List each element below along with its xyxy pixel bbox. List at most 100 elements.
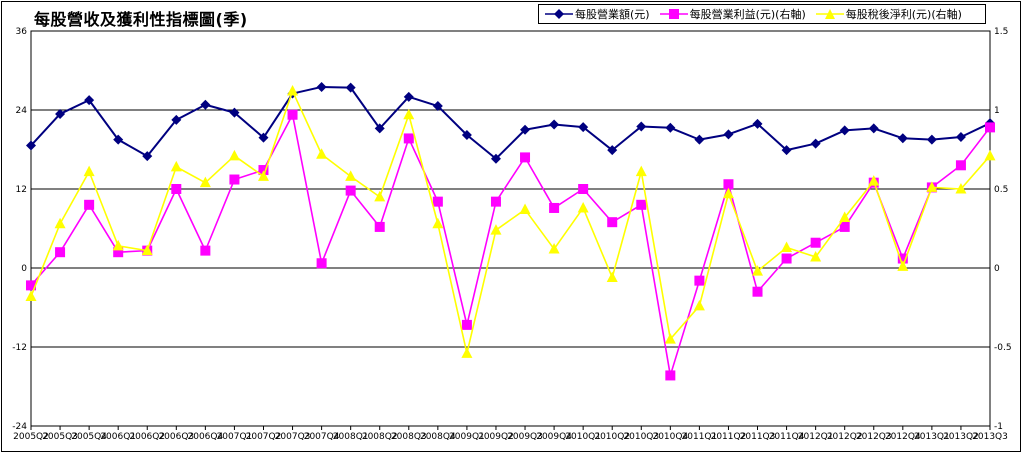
chart-title: 每股營收及獲利性指標圖(季)	[34, 10, 248, 29]
x-tick-label: 2006Q4	[188, 432, 224, 442]
legend-item-net-income: 每股稅後淨利(元)(右軸)	[815, 5, 962, 23]
data-point-diamond	[810, 138, 821, 149]
y-left-tick-label: 36	[16, 27, 28, 37]
data-point-square	[752, 286, 763, 297]
data-point-triangle	[170, 160, 182, 172]
data-point-square	[694, 275, 705, 286]
legend-marker-triangle	[815, 9, 844, 19]
data-point-square	[403, 133, 414, 144]
data-point-triangle	[199, 176, 211, 188]
data-point-square	[287, 109, 298, 120]
x-tick-label: 2010Q3	[623, 432, 659, 442]
legend-item-operating-income: 每股營業利益(元)(右軸)	[659, 5, 806, 23]
x-tick-label: 2007Q4	[304, 432, 340, 442]
data-point-triangle	[664, 333, 676, 344]
x-tick-label: 2007Q3	[275, 432, 311, 442]
legend-item-revenue: 每股營業額(元)	[545, 5, 650, 23]
x-tick-label: 2009Q4	[536, 432, 572, 442]
data-point-diamond	[955, 131, 966, 142]
data-point-diamond	[607, 145, 618, 156]
data-point-diamond	[694, 134, 705, 145]
legend-marker-diamond	[545, 9, 573, 19]
data-point-triangle	[868, 175, 880, 186]
y-left-tick-label: 24	[16, 106, 28, 116]
data-point-triangle	[403, 108, 415, 120]
data-point-triangle	[112, 239, 124, 251]
x-tick-label: 2009Q3	[507, 432, 543, 442]
data-point-diamond	[665, 122, 676, 133]
y-left-tick-label: 12	[16, 185, 27, 195]
data-point-diamond	[723, 129, 734, 140]
series-line-2	[30, 90, 991, 355]
data-point-square	[578, 184, 589, 194]
data-point-diamond	[113, 134, 124, 145]
y-right-tick-label: 1	[994, 106, 1000, 116]
y-left-tick-label: -12	[12, 343, 27, 353]
data-point-triangle	[54, 217, 66, 229]
data-point-triangle	[432, 217, 444, 229]
legend-label-net-income: 每股稅後淨利(元)(右軸)	[845, 8, 962, 21]
data-point-triangle	[257, 170, 269, 181]
data-point-diamond	[752, 118, 763, 129]
data-point-diamond	[490, 153, 501, 164]
data-point-diamond	[461, 130, 472, 141]
data-point-triangle	[984, 149, 996, 161]
data-point-square	[520, 152, 531, 163]
data-point-diamond	[84, 95, 95, 106]
data-point-square	[607, 217, 618, 228]
series-line-1	[30, 113, 991, 377]
data-point-diamond	[258, 132, 269, 143]
data-point-diamond	[636, 121, 647, 132]
x-tick-label: 2005Q4	[71, 432, 107, 442]
x-tick-label: 2008Q3	[391, 432, 427, 442]
data-point-triangle	[955, 183, 967, 194]
data-point-triangle	[635, 165, 647, 177]
data-point-triangle	[926, 181, 938, 192]
x-tick-label: 2008Q1	[333, 432, 369, 442]
data-point-square	[200, 245, 211, 256]
data-point-square	[229, 174, 240, 185]
x-tick-label: 2011Q3	[740, 432, 776, 442]
x-tick-label: 2013Q1	[914, 432, 950, 442]
data-point-triangle	[141, 244, 153, 256]
data-point-diamond	[432, 101, 443, 112]
data-point-diamond	[200, 99, 211, 110]
x-tick-label: 2009Q2	[478, 432, 514, 442]
x-tick-label: 2006Q2	[129, 432, 165, 442]
data-point-triangle	[345, 170, 357, 181]
data-point-diamond	[549, 119, 560, 130]
data-point-diamond	[839, 125, 850, 136]
x-tick-label: 2005Q3	[42, 432, 78, 442]
data-point-square	[345, 185, 356, 196]
data-point-triangle	[606, 271, 618, 282]
data-point-diamond	[781, 145, 792, 156]
data-point-diamond	[403, 91, 414, 102]
y-right-tick-label: 1.5	[994, 27, 1008, 37]
data-point-triangle	[548, 243, 560, 254]
data-point-square	[461, 319, 472, 330]
x-tick-label: 2006Q3	[158, 432, 194, 442]
data-point-diamond	[26, 140, 36, 151]
data-point-diamond	[868, 123, 879, 134]
data-point-square	[781, 253, 792, 264]
data-point-diamond	[229, 107, 240, 118]
data-point-square	[723, 179, 734, 190]
data-point-square	[810, 237, 821, 248]
data-point-triangle	[490, 224, 502, 235]
data-point-square	[316, 258, 327, 269]
x-tick-label: 2011Q4	[769, 432, 805, 442]
data-point-triangle	[316, 148, 328, 159]
x-tick-label: 2011Q1	[682, 432, 718, 442]
data-point-diamond	[520, 124, 531, 135]
x-tick-label: 2011Q2	[711, 432, 747, 442]
x-tick-label: 2010Q2	[594, 432, 630, 442]
x-tick-label: 2012Q3	[856, 432, 892, 442]
x-tick-label: 2008Q2	[362, 432, 398, 442]
data-point-triangle	[83, 165, 95, 177]
data-point-triangle	[228, 149, 240, 161]
data-point-triangle	[781, 241, 793, 252]
y-left-tick-label: 0	[21, 264, 27, 274]
legend-marker-square	[659, 9, 688, 19]
series-line-0	[30, 85, 991, 160]
data-point-square	[955, 160, 966, 171]
